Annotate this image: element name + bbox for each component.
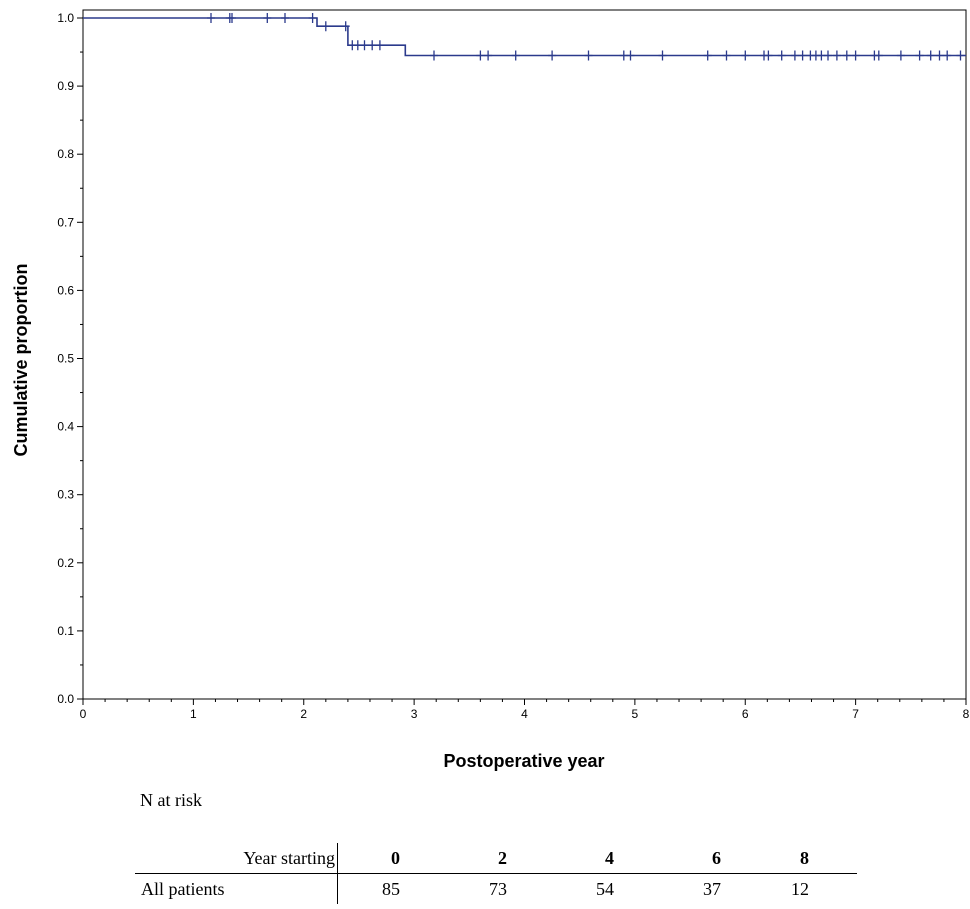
- censor-mark: [851, 50, 860, 61]
- risk-year-8: 8: [721, 843, 809, 874]
- y-tick-label: 0.7: [57, 215, 74, 229]
- risk-year-6: 6: [614, 843, 721, 874]
- censor-mark: [368, 40, 377, 51]
- risk-table-title: N at risk: [140, 790, 202, 810]
- x-axis-title: Postoperative year: [443, 751, 604, 771]
- risk-year-0: 0: [337, 843, 400, 874]
- risk-count-6: 37: [703, 878, 721, 899]
- y-tick-label: 0.1: [57, 624, 74, 638]
- censor-mark: [824, 50, 832, 61]
- y-tick-label: 0.9: [57, 79, 74, 93]
- axes: 0.0 0.1 0.2 0.3 0.4 0.5 0.6 0.7 0.8 0.9 1.0 0 1 2 3 4 5 6…: [57, 9, 970, 721]
- risk-table-header-row: Year starting 0 2 4 6 8: [135, 843, 857, 874]
- y-tick-label: 1.0: [57, 11, 74, 25]
- risk-count-0: 85: [382, 878, 400, 899]
- x-tick-label: 2: [300, 707, 307, 721]
- risk-table-header-spacer: [809, 843, 857, 874]
- censor-mark: [764, 50, 773, 61]
- risk-year-2: 2: [400, 843, 507, 874]
- risk-year-4: 4: [507, 843, 614, 874]
- risk-count-2: 73: [489, 878, 507, 899]
- censor-mark: [874, 50, 883, 61]
- censor-mark: [741, 50, 750, 61]
- y-tick-label: 0.5: [57, 352, 74, 366]
- censor-mark: [511, 50, 520, 61]
- y-tick-label: 0.2: [57, 556, 74, 570]
- risk-count-4: 54: [596, 878, 614, 899]
- censor-mark: [584, 50, 593, 61]
- y-tick-label: 0.4: [57, 420, 74, 434]
- x-tick-label: 8: [963, 707, 970, 721]
- y-tick-label: 0.6: [57, 283, 74, 297]
- survival-curve: [83, 17, 966, 57]
- censor-mark: [281, 13, 289, 23]
- censor-mark: [619, 50, 628, 61]
- risk-count-8: 12: [791, 878, 809, 899]
- x-tick-label: 1: [190, 707, 197, 721]
- censor-mark: [228, 13, 236, 23]
- censor-mark: [956, 50, 965, 61]
- censor-mark: [777, 50, 786, 61]
- risk-table-row: All patients 85 73 54 37 12: [135, 873, 857, 905]
- censor-mark: [626, 50, 635, 61]
- censor-mark: [207, 13, 215, 23]
- x-tick-label: 5: [632, 707, 639, 721]
- censor-mark: [430, 50, 438, 61]
- censor-mark: [943, 50, 952, 61]
- censor-mark: [341, 21, 350, 32]
- plot-frame: [82, 9, 967, 700]
- censor-mark: [548, 50, 557, 61]
- x-tick-label: 7: [852, 707, 859, 721]
- y-tick-label: 0.3: [57, 488, 74, 502]
- x-tick-label: 0: [80, 707, 87, 721]
- y-tick-label: 0.8: [57, 147, 74, 161]
- censor-mark: [484, 50, 493, 61]
- censor-mark: [263, 13, 272, 23]
- censor-mark: [935, 50, 944, 61]
- y-tick-label: 0.0: [57, 692, 74, 706]
- x-tick-label: 3: [411, 707, 418, 721]
- censor-mark: [722, 50, 731, 61]
- risk-table: Year starting 0 2 4 6 8 All patients 85 …: [135, 843, 857, 904]
- censor-mark: [703, 50, 712, 61]
- risk-table-row-label: All patients: [135, 873, 338, 904]
- censor-mark: [915, 50, 924, 61]
- censor-mark: [842, 50, 851, 61]
- censor-mark: [926, 50, 935, 61]
- x-tick-label: 4: [521, 707, 528, 721]
- survival-chart: 0.0 0.1 0.2 0.3 0.4 0.5 0.6 0.7 0.8 0.9 1.0 0 1 2 3 4 5 6…: [11, 9, 970, 771]
- censor-mark: [658, 50, 667, 61]
- censor-mark: [476, 50, 485, 61]
- y-axis-title: Cumulative proportion: [11, 264, 31, 457]
- x-tick-label: 6: [742, 707, 749, 721]
- censor-mark: [832, 50, 841, 61]
- risk-table-header-label: Year starting: [135, 843, 338, 874]
- censor-mark: [896, 50, 905, 61]
- censor-mark: [798, 50, 807, 61]
- censor-mark: [308, 13, 317, 23]
- censor-mark: [360, 40, 369, 51]
- censor-mark: [375, 40, 384, 51]
- risk-table-row-spacer: [809, 874, 857, 905]
- censor-mark: [790, 50, 799, 61]
- plot-marks: [83, 13, 966, 61]
- censor-mark: [321, 21, 330, 32]
- censor-mark: [353, 40, 362, 51]
